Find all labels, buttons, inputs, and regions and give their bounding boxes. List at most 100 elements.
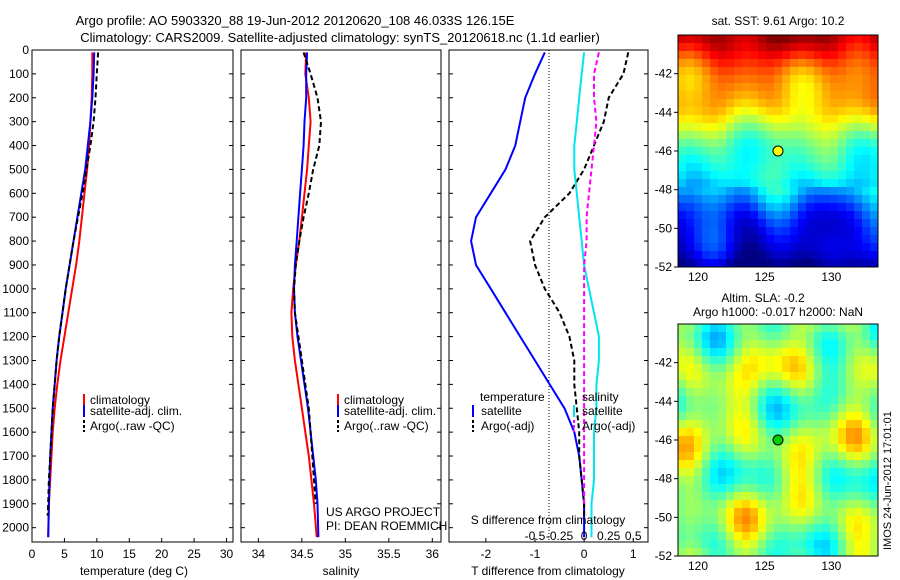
- heatmap-cell: [846, 420, 855, 429]
- heatmap-cell: [782, 428, 791, 437]
- heatmap-cell: [766, 452, 775, 461]
- heatmap-cell: [862, 187, 871, 196]
- heatmap-cell: [782, 91, 791, 100]
- heatmap-cell: [822, 211, 831, 220]
- heatmap-cell: [822, 187, 831, 196]
- heatmap-cell: [726, 227, 735, 236]
- heatmap-cell: [814, 324, 823, 333]
- heatmap-cell: [686, 155, 695, 164]
- heatmap-cell: [718, 219, 727, 228]
- heatmap-cell: [742, 372, 751, 381]
- heatmap-cell: [870, 364, 879, 373]
- heatmap-cell: [830, 43, 839, 52]
- heatmap-cell: [862, 396, 871, 405]
- heatmap-cell: [694, 35, 703, 44]
- series-line-0: [47, 52, 94, 538]
- sst-map-title: sat. SST: 9.61 Argo: 10.2: [712, 14, 845, 28]
- heatmap-cell: [782, 508, 791, 517]
- heatmap-cell: [846, 444, 855, 453]
- heatmap-cell: [838, 115, 847, 124]
- heatmap-cell: [710, 139, 719, 148]
- heatmap-cell: [718, 227, 727, 236]
- heatmap-cell: [782, 99, 791, 108]
- heatmap-cell: [862, 420, 871, 429]
- heatmap-cell: [694, 380, 703, 389]
- map-y-tick-label: -42: [655, 67, 673, 81]
- heatmap-cell: [822, 388, 831, 397]
- heatmap-cell: [854, 524, 863, 533]
- heatmap-cell: [814, 396, 823, 405]
- heatmap-cell: [678, 460, 687, 469]
- heatmap-cell: [718, 35, 727, 44]
- heatmap-cell: [798, 332, 807, 341]
- heatmap-cell: [838, 235, 847, 244]
- heatmap-cell: [758, 163, 767, 172]
- heatmap-cell: [726, 372, 735, 381]
- heatmap-cell: [734, 452, 743, 461]
- y-tick-label: 1200: [2, 330, 29, 344]
- heatmap-cell: [678, 388, 687, 397]
- y-tick-label: 1700: [2, 449, 29, 463]
- heatmap-cell: [854, 123, 863, 132]
- heatmap-cell: [734, 155, 743, 164]
- heatmap-cell: [782, 179, 791, 188]
- heatmap-cell: [838, 524, 847, 533]
- heatmap-cell: [758, 251, 767, 260]
- heatmap-cell: [830, 67, 839, 76]
- heatmap-cell: [814, 123, 823, 132]
- heatmap-cell: [678, 67, 687, 76]
- heatmap-cell: [798, 404, 807, 413]
- heatmap-cell: [678, 436, 687, 445]
- heatmap-cell: [814, 444, 823, 453]
- heatmap-cell: [870, 508, 879, 517]
- heatmap-cell: [726, 460, 735, 469]
- heatmap-cell: [766, 107, 775, 116]
- heatmap-cell: [846, 476, 855, 485]
- heatmap-cell: [686, 139, 695, 148]
- heatmap-cell: [766, 356, 775, 365]
- heatmap-cell: [710, 340, 719, 349]
- map-x-tick-label: 120: [688, 270, 708, 284]
- heatmap-cell: [798, 147, 807, 156]
- heatmap-cell: [766, 532, 775, 541]
- heatmap-cell: [710, 500, 719, 509]
- heatmap-cell: [766, 131, 775, 140]
- heatmap-cell: [798, 476, 807, 485]
- heatmap-cell: [862, 332, 871, 341]
- heatmap-cell: [830, 404, 839, 413]
- heatmap-cell: [766, 508, 775, 517]
- heatmap-cell: [726, 67, 735, 76]
- heatmap-cell: [838, 324, 847, 333]
- map-x-tick-label: 125: [755, 270, 775, 284]
- heatmap-cell: [686, 171, 695, 180]
- heatmap-cell: [718, 404, 727, 413]
- heatmap-cell: [774, 324, 783, 333]
- heatmap-cell: [710, 59, 719, 68]
- heatmap-cell: [798, 91, 807, 100]
- heatmap-cell: [798, 540, 807, 549]
- heatmap-cell: [758, 115, 767, 124]
- legend-label-satellite: satellite-adj. clim.: [90, 404, 182, 418]
- heatmap-cell: [814, 99, 823, 108]
- heatmap-cell: [870, 43, 879, 52]
- heatmap-cell: [774, 83, 783, 92]
- heatmap-cell: [718, 235, 727, 244]
- heatmap-cell: [838, 251, 847, 260]
- heatmap-cell: [870, 476, 879, 485]
- heatmap-cell: [758, 219, 767, 228]
- heatmap-cell: [870, 324, 879, 333]
- heatmap-cell: [846, 171, 855, 180]
- heatmap-cell: [758, 484, 767, 493]
- heatmap-cell: [694, 476, 703, 485]
- heatmap-cell: [750, 259, 759, 268]
- heatmap-cell: [734, 364, 743, 373]
- heatmap-cell: [686, 516, 695, 525]
- heatmap-cell: [694, 412, 703, 421]
- heatmap-cell: [694, 340, 703, 349]
- heatmap-cell: [798, 115, 807, 124]
- heatmap-cell: [790, 235, 799, 244]
- heatmap-cell: [782, 324, 791, 333]
- heatmap-cell: [790, 324, 799, 333]
- heatmap-cell: [822, 67, 831, 76]
- heatmap-cell: [854, 83, 863, 92]
